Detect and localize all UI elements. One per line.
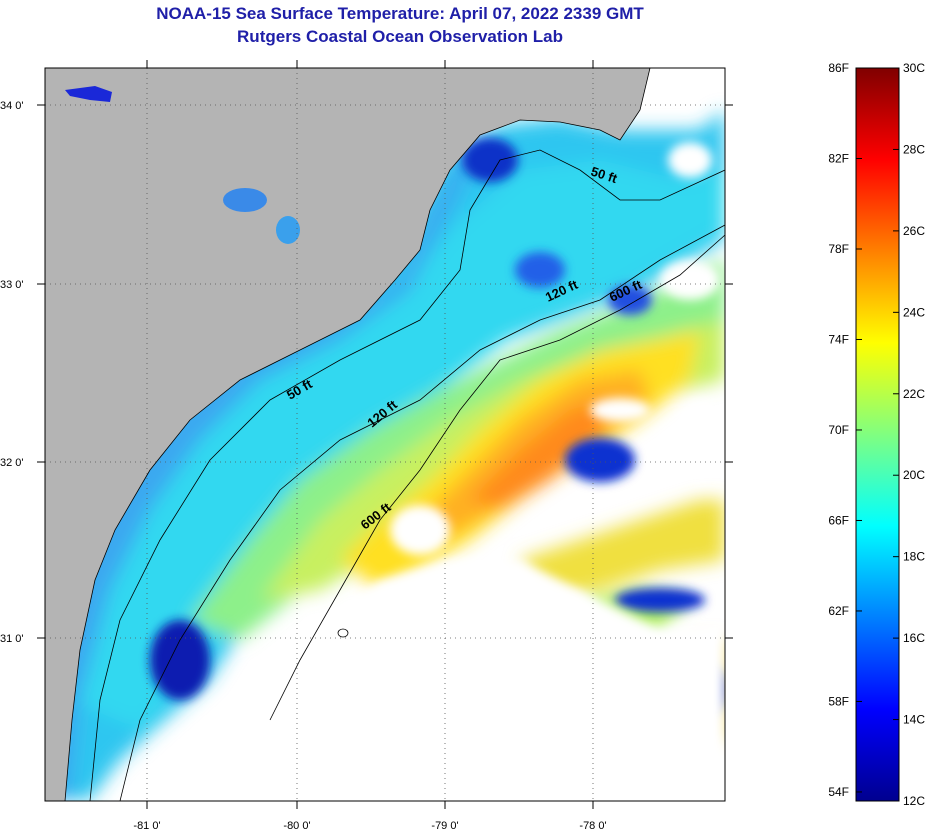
- colorbar-f-label: 86F: [828, 61, 849, 75]
- lat-tick-label-33: 33 0': [0, 279, 24, 291]
- colorbar-c-label: 22C: [903, 387, 925, 401]
- colorbar-f-label: 58F: [828, 694, 849, 708]
- colorbar-f-label: 66F: [828, 513, 849, 527]
- title-line-1: NOAA-15 Sea Surface Temperature: April 0…: [156, 4, 644, 23]
- lat-axis: 34 0' 33 0' 32 0' 31 0': [0, 100, 733, 645]
- lon-axis: -81 0' -80 0' -79 0' -78 0': [133, 60, 607, 832]
- temperature-colorbar: 86F 82F 78F 74F 70F 66F 62F 58F 54F 30C 28C 26C 24C…: [828, 61, 925, 808]
- map-plot-area: 50 ft 50 ft 120 ft 120 ft 600 ft 600 ft: [45, 68, 725, 801]
- colorbar-c-label: 14C: [903, 713, 925, 727]
- map-title: NOAA-15 Sea Surface Temperature: April 0…: [0, 2, 800, 48]
- colorbar-f-label: 82F: [828, 151, 849, 165]
- lon-tick-label-79: -79 0': [431, 820, 458, 832]
- colorbar-f-label: 74F: [828, 332, 849, 346]
- colorbar-c-label: 20C: [903, 468, 925, 482]
- colorbar-gradient: [855, 67, 900, 802]
- colorbar-c-label: 28C: [903, 142, 925, 156]
- inland-lakes: [65, 86, 300, 244]
- title-line-2: Rutgers Coastal Ocean Observation Lab: [237, 27, 563, 46]
- bathymetry-contours: [89, 149, 725, 801]
- lon-tick-label-78: -78 0': [579, 820, 606, 832]
- colorbar-c-label: 26C: [903, 224, 925, 238]
- cloud-patches: [220, 142, 725, 801]
- coastline: [64, 68, 651, 801]
- colorbar-c-label: 12C: [903, 794, 925, 808]
- lon-tick-label-81: -81 0': [133, 820, 160, 832]
- lon-tick-label-80: -80 0': [283, 820, 310, 832]
- colorbar-f-label: 62F: [828, 604, 849, 618]
- colorbar-c-label: 24C: [903, 305, 925, 319]
- colorbar-c-label: 30C: [903, 61, 925, 75]
- lat-tick-label-34: 34 0': [0, 100, 24, 112]
- colorbar-c-label: 18C: [903, 550, 925, 564]
- land-mass: [45, 68, 650, 801]
- colorbar-f-label: 54F: [828, 785, 849, 799]
- colorbar-f-label: 78F: [828, 242, 849, 256]
- colorbar-f-label: 70F: [828, 423, 849, 437]
- colorbar-celsius-ticks: 30C 28C 26C 24C 22C 20C 18C 16C 14C 12C: [893, 61, 925, 808]
- lat-tick-label-32: 32 0': [0, 457, 24, 469]
- colorbar-c-label: 16C: [903, 631, 925, 645]
- map-frame: [44, 67, 726, 802]
- lat-tick-label-31: 31 0': [0, 633, 24, 645]
- graticule: [45, 68, 725, 801]
- colorbar-fahrenheit-ticks: 86F 82F 78F 74F 70F 66F 62F 58F 54F: [828, 61, 862, 799]
